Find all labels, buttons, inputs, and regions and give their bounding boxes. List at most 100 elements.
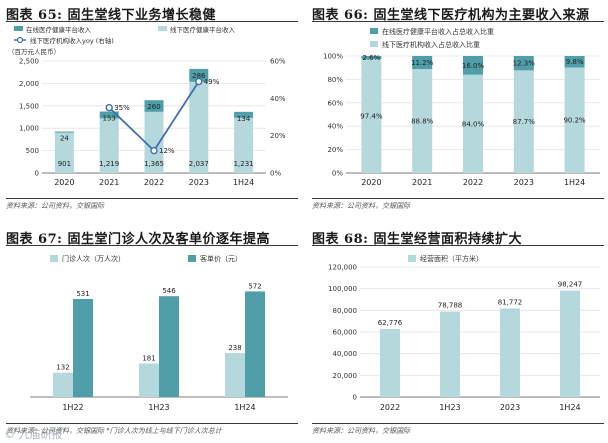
legend-label: 门诊人次（万人次）: [62, 254, 125, 263]
chart-svg: 经营面积（平方米） 0 20,000 40,000 60,000 80,000 100,00…: [328, 254, 600, 412]
data-label: 286: [192, 72, 206, 80]
bar-online-share: [513, 56, 534, 71]
x-tick-label: 2023: [500, 403, 520, 412]
bar-online-share: [564, 56, 585, 68]
bar-price: [159, 296, 179, 397]
y-tick-label: 0%: [332, 170, 343, 178]
data-label: 16.0%: [462, 62, 485, 70]
y-tick-label: 80%: [327, 76, 343, 84]
legend-label: 线下医疗健康平台收入: [170, 25, 236, 34]
title-rule: [6, 245, 298, 246]
bar-online: [54, 131, 74, 133]
panel-fig65: 图表 65: 固生堂线下业务增长稳健 在线医疗健康平台收入 线下医疗健康平台收入线…: [6, 0, 298, 215]
y-tick-label: 40,000: [333, 350, 358, 358]
bar-offline-share: [564, 67, 585, 173]
yoy-label: 35%: [114, 104, 130, 112]
title-rule: [6, 21, 298, 22]
legend-label: 客单价（元）: [200, 254, 242, 263]
data-label: 260: [147, 103, 160, 111]
x-tick-label: 1H24: [559, 403, 580, 412]
y-tick-label: 80,000: [333, 307, 358, 315]
title-rule: [312, 21, 604, 22]
legend-label: 线下医疗机构收入占总收入比重: [382, 40, 480, 49]
y2-tick-label: 60%: [270, 58, 286, 66]
y2-tick-label: 0%: [270, 170, 281, 178]
data-label: 88.8%: [411, 118, 434, 126]
data-label: 153: [103, 115, 116, 123]
bar-visits: [53, 372, 73, 397]
x-tick-label: 1H24: [564, 178, 585, 187]
chart-title: 图表 65: 固生堂线下业务增长稳健: [6, 8, 216, 23]
bar-offline-share: [412, 69, 433, 173]
data-label: 132: [56, 364, 69, 372]
y-tick-label: 0: [353, 394, 357, 402]
source-note: 资料来源：公司资料，交银国际: [312, 202, 410, 210]
y-tick-label: 0: [35, 170, 39, 178]
x-tick-label: 1H22: [62, 403, 83, 412]
source-rule: [6, 198, 298, 199]
data-label: 90.2%: [563, 117, 586, 125]
data-label: 134: [237, 115, 251, 123]
yoy-point: [195, 77, 203, 86]
bar-offline: [54, 132, 74, 173]
bar-online-share: [412, 56, 433, 70]
bar-visits: [139, 363, 159, 397]
data-label: 9.8%: [566, 58, 584, 66]
legend-label: 线下医疗机构收入yoy (右轴): [30, 36, 114, 45]
bar-online: [234, 111, 254, 118]
y-tick-label: 100%: [323, 53, 343, 61]
data-label: 78,788: [438, 302, 463, 310]
y-tick-label: 40%: [327, 123, 343, 131]
bar-offline: [144, 111, 164, 173]
data-label: 1,365: [144, 160, 164, 168]
bar-online: [144, 100, 164, 112]
y-tick-label: 1,500: [19, 102, 39, 110]
x-tick-label: 2021: [99, 178, 119, 187]
legend-swatch: [408, 255, 416, 262]
watermark: © 九庙研报: [4, 428, 63, 441]
bar-offline-share: [463, 74, 483, 173]
data-label: 901: [58, 160, 71, 168]
y-tick-label: 500: [26, 147, 39, 155]
data-label: 572: [248, 282, 261, 290]
y-tick-label: 2,500: [19, 58, 39, 66]
y2-tick-label: 20%: [270, 132, 286, 140]
bar-area: [440, 311, 460, 397]
y-tick-label: 2,000: [19, 80, 39, 88]
data-label: 87.7%: [513, 118, 536, 126]
bar-area: [380, 328, 400, 397]
legend-label: 在线医疗健康平台收入占总收入比重: [382, 27, 494, 36]
x-tick-label: 2023: [514, 178, 534, 187]
legend-label: 经营面积（平方米）: [420, 254, 483, 263]
bar-offline-share: [513, 70, 534, 173]
data-label: 531: [76, 290, 89, 298]
legend-swatch: [188, 255, 196, 262]
legend-marker: [16, 36, 24, 44]
y2-tick-label: 40%: [270, 95, 286, 103]
chart-svg: 门诊人次（万人次） 客单价（元） 132 531 1H22 181 546 1H23 238 57…: [30, 254, 288, 412]
source-rule: [6, 423, 298, 424]
data-label: 1,219: [99, 160, 119, 168]
yoy-label: 12%: [159, 147, 175, 155]
x-tick-label: 2020: [54, 178, 74, 187]
data-label: 12.3%: [513, 60, 536, 68]
y-tick-label: 20,000: [333, 372, 358, 380]
y-tick-label: 20%: [327, 146, 343, 154]
bar-offline: [189, 81, 209, 173]
bar-online-share: [361, 56, 382, 60]
data-label: 81,772: [498, 298, 523, 306]
bar-online: [189, 68, 209, 82]
x-tick-label: 2020: [361, 178, 381, 187]
data-label: 97.4%: [360, 113, 383, 121]
x-tick-label: 1H24: [233, 178, 254, 187]
legend-swatch: [50, 255, 58, 262]
bar-price: [73, 298, 93, 397]
bar-offline: [234, 117, 254, 173]
chart-title: 图表 68: 固生堂经营面积持续扩大: [312, 232, 522, 247]
x-tick-label: 2021: [412, 178, 432, 187]
yoy-point: [150, 146, 158, 155]
bar-online-share: [463, 56, 483, 75]
legend-swatch: [14, 26, 23, 31]
